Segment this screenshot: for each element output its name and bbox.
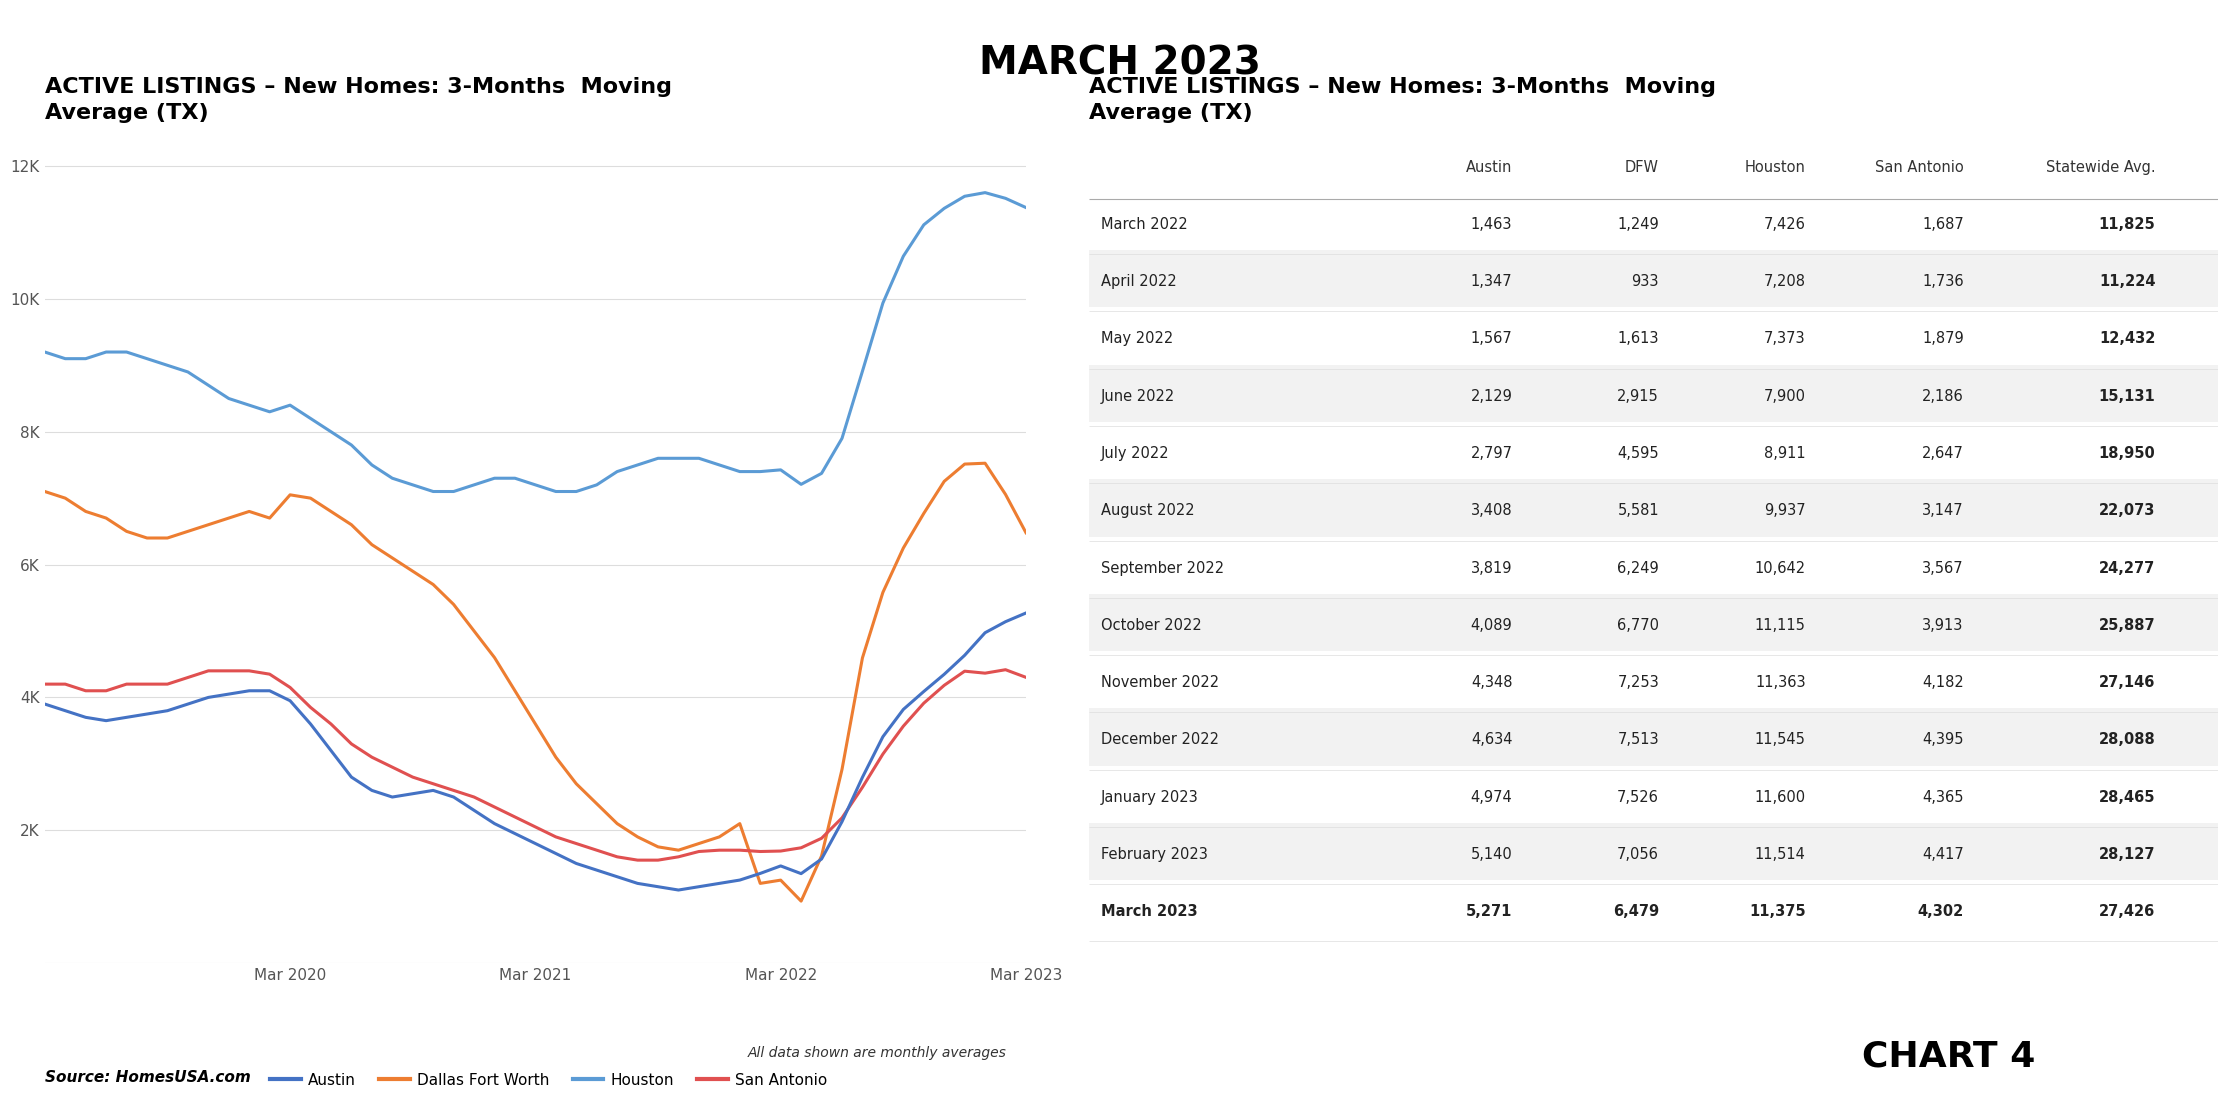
Text: March 2023: March 2023 <box>1100 904 1196 919</box>
Text: ACTIVE LISTINGS – New Homes: 3-Months  Moving
Average (TX): ACTIVE LISTINGS – New Homes: 3-Months Mo… <box>1089 76 1716 123</box>
Text: Houston: Houston <box>1745 159 1805 175</box>
Text: 2,186: 2,186 <box>1922 389 1964 404</box>
Text: 28,088: 28,088 <box>2099 733 2155 747</box>
Text: 7,056: 7,056 <box>1617 847 1660 861</box>
Text: 4,089: 4,089 <box>1472 618 1512 633</box>
Text: 28,465: 28,465 <box>2099 789 2155 805</box>
Text: 1,463: 1,463 <box>1472 217 1512 232</box>
Text: All data shown are monthly averages: All data shown are monthly averages <box>748 1046 1006 1061</box>
Text: November 2022: November 2022 <box>1100 675 1219 690</box>
Text: 11,363: 11,363 <box>1756 675 1805 690</box>
Text: January 2023: January 2023 <box>1100 789 1198 805</box>
Text: 6,479: 6,479 <box>1613 904 1660 919</box>
Text: 4,348: 4,348 <box>1472 675 1512 690</box>
Text: Statewide Avg.: Statewide Avg. <box>2045 159 2155 175</box>
Text: February 2023: February 2023 <box>1100 847 1207 861</box>
Text: July 2022: July 2022 <box>1100 446 1169 461</box>
Text: 7,208: 7,208 <box>1763 275 1805 289</box>
Text: 11,600: 11,600 <box>1754 789 1805 805</box>
Text: 25,887: 25,887 <box>2099 618 2155 633</box>
Legend: Austin, Dallas Fort Worth, Houston, San Antonio: Austin, Dallas Fort Worth, Houston, San … <box>264 1067 833 1094</box>
Text: 11,514: 11,514 <box>1754 847 1805 861</box>
Text: December 2022: December 2022 <box>1100 733 1219 747</box>
Text: 5,271: 5,271 <box>1465 904 1512 919</box>
Text: 4,634: 4,634 <box>1472 733 1512 747</box>
Text: 7,513: 7,513 <box>1617 733 1660 747</box>
FancyBboxPatch shape <box>1089 593 2218 651</box>
FancyBboxPatch shape <box>1089 479 2218 537</box>
FancyBboxPatch shape <box>1089 708 2218 766</box>
FancyBboxPatch shape <box>1089 364 2218 422</box>
Text: 11,224: 11,224 <box>2099 275 2155 289</box>
Text: 5,581: 5,581 <box>1617 504 1660 518</box>
Text: 28,127: 28,127 <box>2099 847 2155 861</box>
Text: 7,900: 7,900 <box>1763 389 1805 404</box>
Text: 1,249: 1,249 <box>1617 217 1660 232</box>
Text: 27,146: 27,146 <box>2099 675 2155 690</box>
Text: 4,417: 4,417 <box>1922 847 1964 861</box>
Text: 11,825: 11,825 <box>2099 217 2155 232</box>
Text: 7,426: 7,426 <box>1763 217 1805 232</box>
Text: 3,819: 3,819 <box>1472 560 1512 576</box>
Text: 24,277: 24,277 <box>2099 560 2155 576</box>
Text: 1,736: 1,736 <box>1922 275 1964 289</box>
Text: CHART 4: CHART 4 <box>1861 1039 2036 1074</box>
Text: 12,432: 12,432 <box>2099 331 2155 346</box>
Text: August 2022: August 2022 <box>1100 504 1194 518</box>
Text: 7,526: 7,526 <box>1617 789 1660 805</box>
Text: 3,408: 3,408 <box>1472 504 1512 518</box>
Text: 9,937: 9,937 <box>1765 504 1805 518</box>
Text: 5,140: 5,140 <box>1472 847 1512 861</box>
Text: 933: 933 <box>1631 275 1660 289</box>
Text: Austin: Austin <box>1465 159 1512 175</box>
Text: 2,797: 2,797 <box>1469 446 1512 461</box>
Text: 4,395: 4,395 <box>1922 733 1964 747</box>
Text: October 2022: October 2022 <box>1100 618 1201 633</box>
Text: 1,347: 1,347 <box>1472 275 1512 289</box>
Text: 15,131: 15,131 <box>2099 389 2155 404</box>
Text: 4,595: 4,595 <box>1617 446 1660 461</box>
Text: March 2022: March 2022 <box>1100 217 1187 232</box>
Text: 2,915: 2,915 <box>1617 389 1660 404</box>
Text: 1,613: 1,613 <box>1617 331 1660 346</box>
Text: 2,647: 2,647 <box>1922 446 1964 461</box>
Text: April 2022: April 2022 <box>1100 275 1176 289</box>
Text: 7,253: 7,253 <box>1617 675 1660 690</box>
Text: 6,770: 6,770 <box>1617 618 1660 633</box>
Text: 7,373: 7,373 <box>1765 331 1805 346</box>
Text: 4,302: 4,302 <box>1917 904 1964 919</box>
Text: 8,911: 8,911 <box>1765 446 1805 461</box>
Text: San Antonio: San Antonio <box>1875 159 1964 175</box>
Text: 3,913: 3,913 <box>1922 618 1964 633</box>
Text: 27,426: 27,426 <box>2099 904 2155 919</box>
Text: 2,129: 2,129 <box>1469 389 1512 404</box>
Text: 11,545: 11,545 <box>1754 733 1805 747</box>
Text: 4,974: 4,974 <box>1472 789 1512 805</box>
Text: 4,182: 4,182 <box>1922 675 1964 690</box>
Text: May 2022: May 2022 <box>1100 331 1174 346</box>
Text: 11,115: 11,115 <box>1754 618 1805 633</box>
Text: June 2022: June 2022 <box>1100 389 1174 404</box>
Text: September 2022: September 2022 <box>1100 560 1223 576</box>
FancyBboxPatch shape <box>1089 250 2218 308</box>
Text: 1,567: 1,567 <box>1472 331 1512 346</box>
Text: 3,567: 3,567 <box>1922 560 1964 576</box>
Text: Source: HomesUSA.com: Source: HomesUSA.com <box>45 1069 251 1085</box>
Text: 18,950: 18,950 <box>2099 446 2155 461</box>
FancyBboxPatch shape <box>1089 823 2218 880</box>
Text: DFW: DFW <box>1624 159 1660 175</box>
Text: 11,375: 11,375 <box>1749 904 1805 919</box>
Text: ACTIVE LISTINGS – New Homes: 3-Months  Moving
Average (TX): ACTIVE LISTINGS – New Homes: 3-Months Mo… <box>45 76 672 123</box>
Text: MARCH 2023: MARCH 2023 <box>979 44 1261 82</box>
Text: 4,365: 4,365 <box>1922 789 1964 805</box>
Text: 3,147: 3,147 <box>1922 504 1964 518</box>
Text: 1,687: 1,687 <box>1922 217 1964 232</box>
Text: 22,073: 22,073 <box>2099 504 2155 518</box>
Text: 10,642: 10,642 <box>1754 560 1805 576</box>
Text: 1,879: 1,879 <box>1922 331 1964 346</box>
Text: 6,249: 6,249 <box>1617 560 1660 576</box>
